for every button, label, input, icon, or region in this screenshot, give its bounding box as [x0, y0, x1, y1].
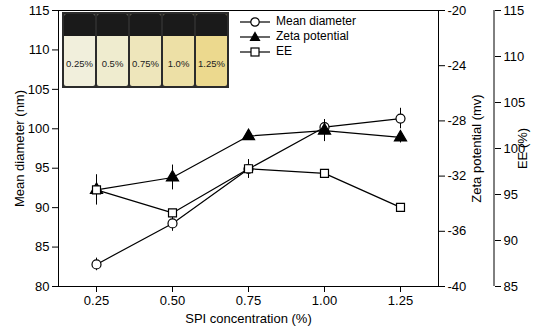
svg-text:Mean diameter (nm): Mean diameter (nm): [12, 90, 27, 207]
svg-text:95: 95: [35, 160, 49, 175]
svg-text:-24: -24: [448, 58, 467, 73]
svg-text:-20: -20: [448, 3, 467, 18]
svg-text:95: 95: [504, 187, 518, 202]
svg-text:105: 105: [28, 82, 50, 97]
svg-text:-36: -36: [448, 223, 467, 238]
svg-text:115: 115: [29, 3, 50, 18]
svg-text:0.50: 0.50: [160, 293, 185, 308]
html-text:1.25%: 1.25%: [198, 58, 225, 69]
svg-text:0.75: 0.75: [236, 293, 261, 308]
svg-text:110: 110: [29, 42, 50, 57]
html-text:1.0%: 1.0%: [167, 58, 190, 69]
svg-text:115: 115: [504, 3, 525, 18]
svg-text:0.25: 0.25: [84, 293, 109, 308]
svg-text:105: 105: [504, 95, 526, 110]
html-text:Zeta potential: Zeta potential: [276, 29, 349, 43]
svg-text:100: 100: [28, 121, 50, 136]
html-text:EE: EE: [276, 44, 292, 58]
svg-text:Zeta potential (mv): Zeta potential (mv): [469, 94, 484, 202]
svg-text:110: 110: [504, 49, 525, 64]
svg-text:90: 90: [504, 233, 518, 248]
svg-text:1.25: 1.25: [388, 293, 413, 308]
svg-text:80: 80: [35, 279, 49, 294]
svg-text:-32: -32: [448, 168, 467, 183]
html-text:0.75%: 0.75%: [132, 58, 159, 69]
svg-text:-40: -40: [448, 279, 467, 294]
svg-text:SPI concentration (%): SPI concentration (%): [185, 311, 311, 326]
html-text:0.25%: 0.25%: [66, 58, 93, 69]
svg-text:-28: -28: [448, 113, 467, 128]
svg-text:85: 85: [35, 239, 49, 254]
svg-text:1.00: 1.00: [312, 293, 337, 308]
svg-text:90: 90: [35, 200, 49, 215]
svg-text:85: 85: [504, 279, 518, 294]
html-text:0.5%: 0.5%: [101, 58, 124, 69]
svg-text:EE (%): EE (%): [515, 128, 530, 169]
html-text:Mean diameter: Mean diameter: [276, 14, 356, 28]
